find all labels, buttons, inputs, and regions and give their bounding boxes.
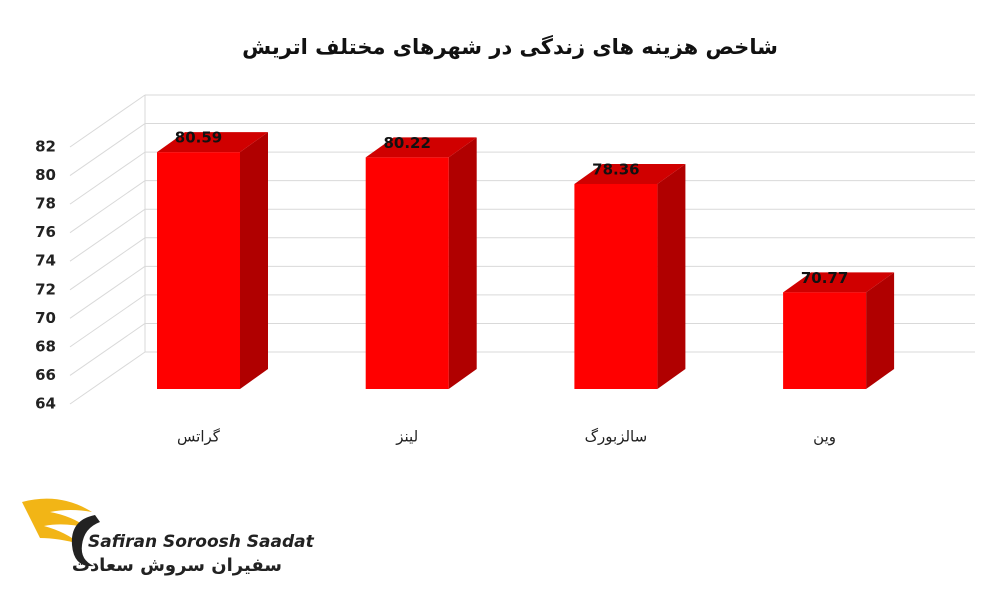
bar: [157, 152, 240, 389]
y-tick-label: 80: [35, 166, 56, 184]
grid-line: [69, 294, 146, 348]
bar: [365, 157, 449, 389]
y-tick-label: 82: [35, 138, 56, 156]
logo: Safiran Soroosh Saadat سفیران سروش سعادت: [22, 498, 315, 576]
bar-side: [240, 132, 268, 390]
x-tick-label: گراتس: [177, 428, 221, 446]
value-label: 80.59: [175, 129, 222, 147]
logo-wing: [22, 498, 92, 544]
logo-name-fa: سفیران سروش سعادت: [72, 555, 282, 576]
y-tick-label: 78: [35, 195, 56, 213]
logo-swan: [71, 515, 100, 567]
grid-line: [69, 237, 146, 291]
x-tick-label: لینز: [395, 428, 418, 446]
grid-line: [69, 123, 146, 176]
grid-line: [69, 265, 146, 319]
bar-side: [448, 137, 477, 389]
y-tick-label: 66: [35, 366, 56, 384]
value-label: 78.36: [592, 160, 639, 178]
bar-top: [157, 132, 268, 153]
bar: [574, 183, 658, 389]
y-tick-label: 64: [35, 395, 56, 413]
y-tick-label: 68: [35, 337, 56, 355]
grid-line: [69, 351, 146, 405]
x-tick-label: وین: [813, 428, 836, 446]
bar-top: [783, 272, 895, 293]
bar: [783, 292, 867, 389]
bar-side: [657, 163, 686, 389]
logo-name: Safiran Soroosh Saadat: [88, 532, 315, 552]
bar-top: [574, 163, 686, 184]
grid-line: [69, 180, 146, 234]
grid-line: [69, 151, 146, 205]
x-tick-label: سالزبورگ: [585, 428, 648, 446]
bar-side: [866, 272, 895, 389]
grid-line: [69, 94, 146, 148]
chart-title: شاخص هزینه های زندگی در شهرهای مختلف اتر…: [242, 34, 778, 59]
grid-line: [69, 323, 146, 376]
y-tick-label: 72: [35, 280, 56, 298]
bar-top: [365, 137, 477, 158]
value-label: 70.77: [801, 269, 848, 287]
y-tick-label: 70: [35, 309, 56, 327]
y-tick-label: 76: [35, 223, 56, 241]
y-tick-label: 74: [35, 252, 56, 270]
value-label: 80.22: [383, 134, 430, 152]
grid-line: [69, 208, 146, 262]
